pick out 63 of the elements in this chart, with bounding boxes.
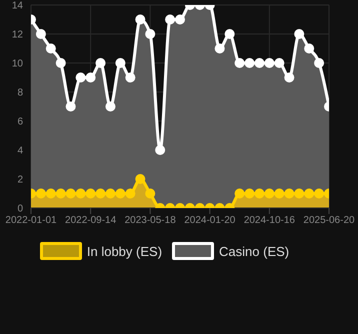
point <box>254 58 264 68</box>
point <box>56 58 66 68</box>
point <box>294 188 304 198</box>
x-tick-label: 2023-05-18 <box>124 215 176 226</box>
point <box>46 188 56 198</box>
point <box>244 58 255 68</box>
point <box>86 72 96 82</box>
point <box>264 58 274 68</box>
point <box>244 188 255 198</box>
y-tick-label: 0 <box>17 204 24 215</box>
point <box>145 29 156 39</box>
point <box>314 58 324 68</box>
point <box>274 188 284 198</box>
point <box>135 174 146 184</box>
point <box>165 14 176 24</box>
point <box>105 102 116 112</box>
x-tick-label: 2024-10-16 <box>244 215 296 226</box>
x-tick-label: 2025-06-20 <box>303 215 356 226</box>
point <box>66 188 76 198</box>
point <box>254 188 264 198</box>
point <box>284 72 294 82</box>
point <box>155 145 166 155</box>
point <box>76 188 86 198</box>
point <box>36 29 46 39</box>
legend-label: Casino (ES) <box>219 244 290 258</box>
point <box>96 58 106 68</box>
y-tick-label: 12 <box>12 30 24 41</box>
point <box>264 188 274 198</box>
point <box>304 44 314 54</box>
x-tick-label: 2022-01-01 <box>5 215 58 226</box>
point <box>36 188 46 198</box>
point <box>115 188 126 198</box>
point <box>145 188 156 198</box>
point <box>234 58 245 68</box>
y-tick-label: 6 <box>17 116 24 128</box>
y-tick-label: 2 <box>17 174 24 186</box>
point <box>56 188 66 198</box>
point <box>234 188 245 198</box>
point <box>175 14 185 24</box>
point <box>125 188 136 198</box>
legend-label: In lobby (ES) <box>86 244 162 258</box>
point <box>46 44 56 54</box>
point <box>284 188 294 198</box>
x-tick-label: 2024-01-20 <box>184 215 236 226</box>
point <box>294 29 304 39</box>
y-tick-label: 10 <box>12 58 24 70</box>
point <box>304 188 314 198</box>
y-tick-label: 14 <box>12 0 24 12</box>
point <box>224 29 235 39</box>
point <box>76 72 86 82</box>
y-tick-label: 8 <box>17 88 24 99</box>
point <box>96 188 106 198</box>
point <box>274 58 284 68</box>
point <box>214 44 225 54</box>
x-tick-label: 2022-09-14 <box>65 215 117 226</box>
point <box>86 188 96 198</box>
point <box>105 188 116 198</box>
y-tick-label: 4 <box>17 146 24 157</box>
point <box>66 102 76 112</box>
point <box>314 188 324 198</box>
point <box>115 58 126 68</box>
point <box>135 14 146 24</box>
point <box>125 72 136 82</box>
